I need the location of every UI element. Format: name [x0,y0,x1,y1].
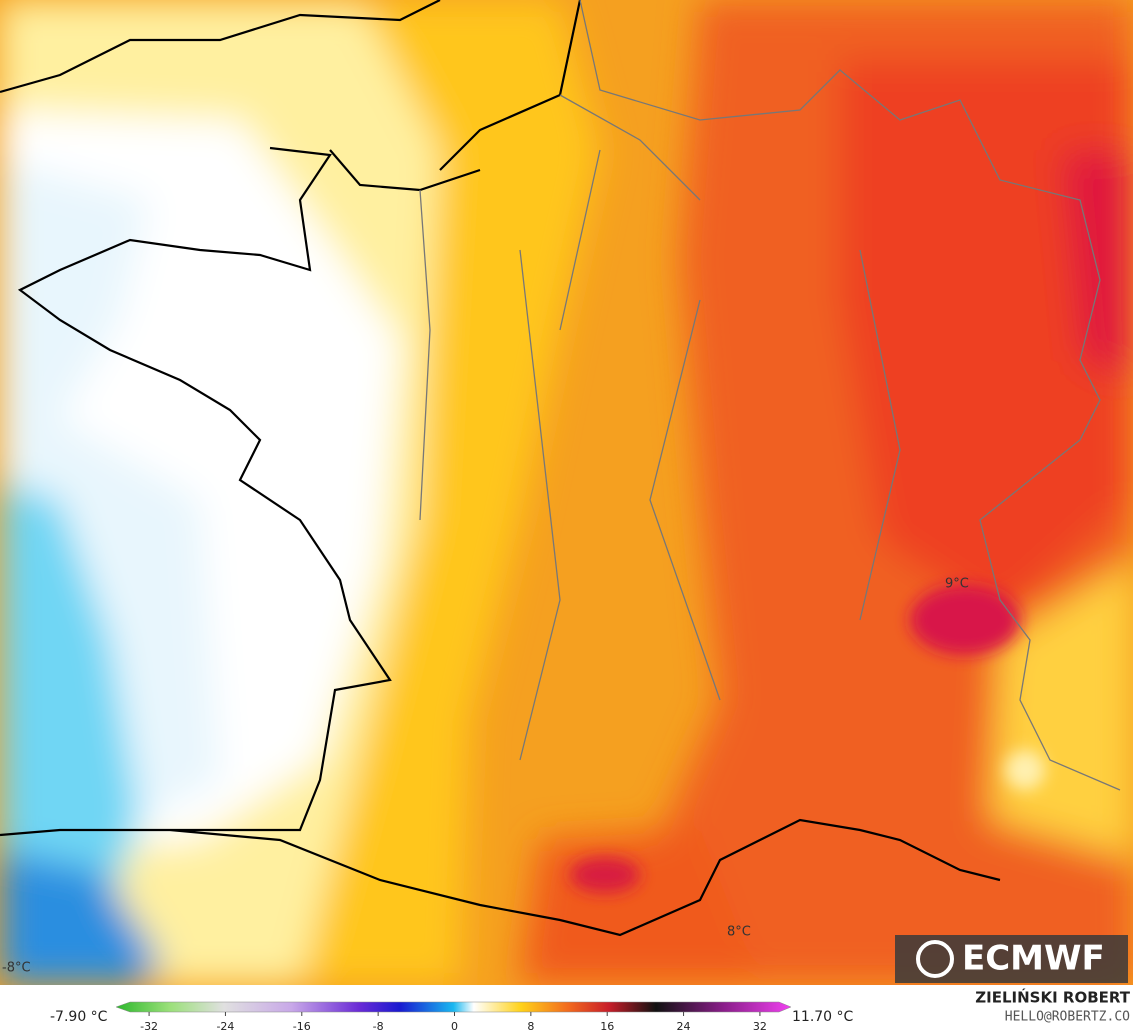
colorbar [115,1001,792,1013]
logo-icon [916,940,954,978]
colorbar-tick-label: -24 [216,1020,234,1033]
contour-label: 9°C [945,577,969,592]
colorbar-tick-label: 24 [677,1020,691,1033]
contour-label: 8°C [727,925,751,940]
contact: HELLO@ROBERTZ.CO [1005,1010,1130,1025]
colorbar-tick-label: -16 [293,1020,311,1033]
logo-text: ECMWF [962,939,1105,979]
colorbar-tick-label: 16 [600,1020,614,1033]
temperature-map: 9°C 8°C -8°C ECMWF [0,0,1133,985]
coastline [0,0,1001,937]
colorbar-tick-label: 32 [753,1020,767,1033]
colorbar-tick-label: 0 [451,1020,458,1033]
colorbar-area: -7.90 °C 11.70 °C ZIELIŃSKI ROBERT HELLO… [50,988,1131,1034]
contour-label: -8°C [2,961,31,976]
author: ZIELIŃSKI ROBERT [975,988,1130,1007]
max-label: 11.70 °C [792,1009,854,1025]
colorbar-tick-label: 8 [527,1020,534,1033]
colorbar-tick-label: -8 [373,1020,384,1033]
min-label: -7.90 °C [50,1009,108,1025]
border-lines [419,0,1121,791]
colorbar-tick-label: -32 [140,1020,158,1033]
